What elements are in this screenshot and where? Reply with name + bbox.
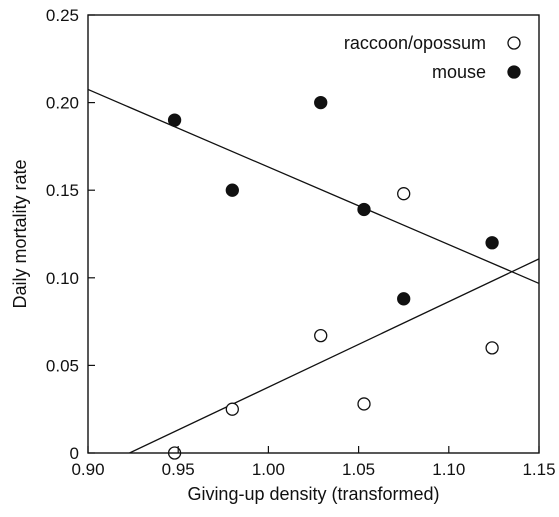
raccoon-opossum-fit-line — [129, 258, 539, 453]
x-tick-label: 1.00 — [252, 460, 285, 479]
legend-label-mouse: mouse — [432, 62, 486, 82]
x-tick-label: 0.90 — [71, 460, 104, 479]
raccoon-opossum-point — [314, 328, 328, 343]
y-tick-label: 0.20 — [46, 94, 79, 113]
plot-area — [88, 88, 539, 460]
mouse-fit-line — [88, 88, 539, 285]
legend-marker-raccoon-opossum — [507, 36, 521, 50]
y-tick-label: 0.05 — [46, 356, 79, 375]
x-tick-label: 0.95 — [162, 460, 195, 479]
x-axis-title: Giving-up density (transformed) — [187, 484, 439, 504]
x-tick-label: 1.15 — [522, 460, 555, 479]
mouse-point — [397, 292, 411, 306]
y-axis-title: Daily mortality rate — [10, 159, 30, 308]
y-tick-label: 0.25 — [46, 6, 79, 25]
legend-marker-mouse — [507, 65, 521, 79]
mouse-point — [485, 236, 499, 250]
x-tick-label: 1.05 — [342, 460, 375, 479]
x-tick-label: 1.10 — [432, 460, 465, 479]
mouse-point — [167, 113, 182, 127]
y-tick-label: 0.15 — [46, 181, 79, 200]
raccoon-opossum-point — [397, 187, 411, 201]
plot-frame — [87, 14, 540, 454]
y-tick-label: 0.10 — [46, 269, 79, 288]
mouse-point — [357, 202, 371, 217]
mouse-point — [314, 95, 328, 110]
mouse-point — [225, 183, 239, 197]
raccoon-opossum-point — [225, 402, 239, 416]
axes: 0.90 0.95 1.00 1.05 1.10 1.15 0 0.05 0.10 0.15 0.2… — [10, 6, 556, 504]
y-tick-label: 0 — [70, 444, 79, 463]
legend-label-raccoon-opossum: raccoon/opossum — [344, 33, 486, 53]
raccoon-opossum-point — [357, 397, 371, 411]
legend: raccoon/opossum mouse — [344, 33, 521, 82]
raccoon-opossum-point — [485, 341, 499, 355]
